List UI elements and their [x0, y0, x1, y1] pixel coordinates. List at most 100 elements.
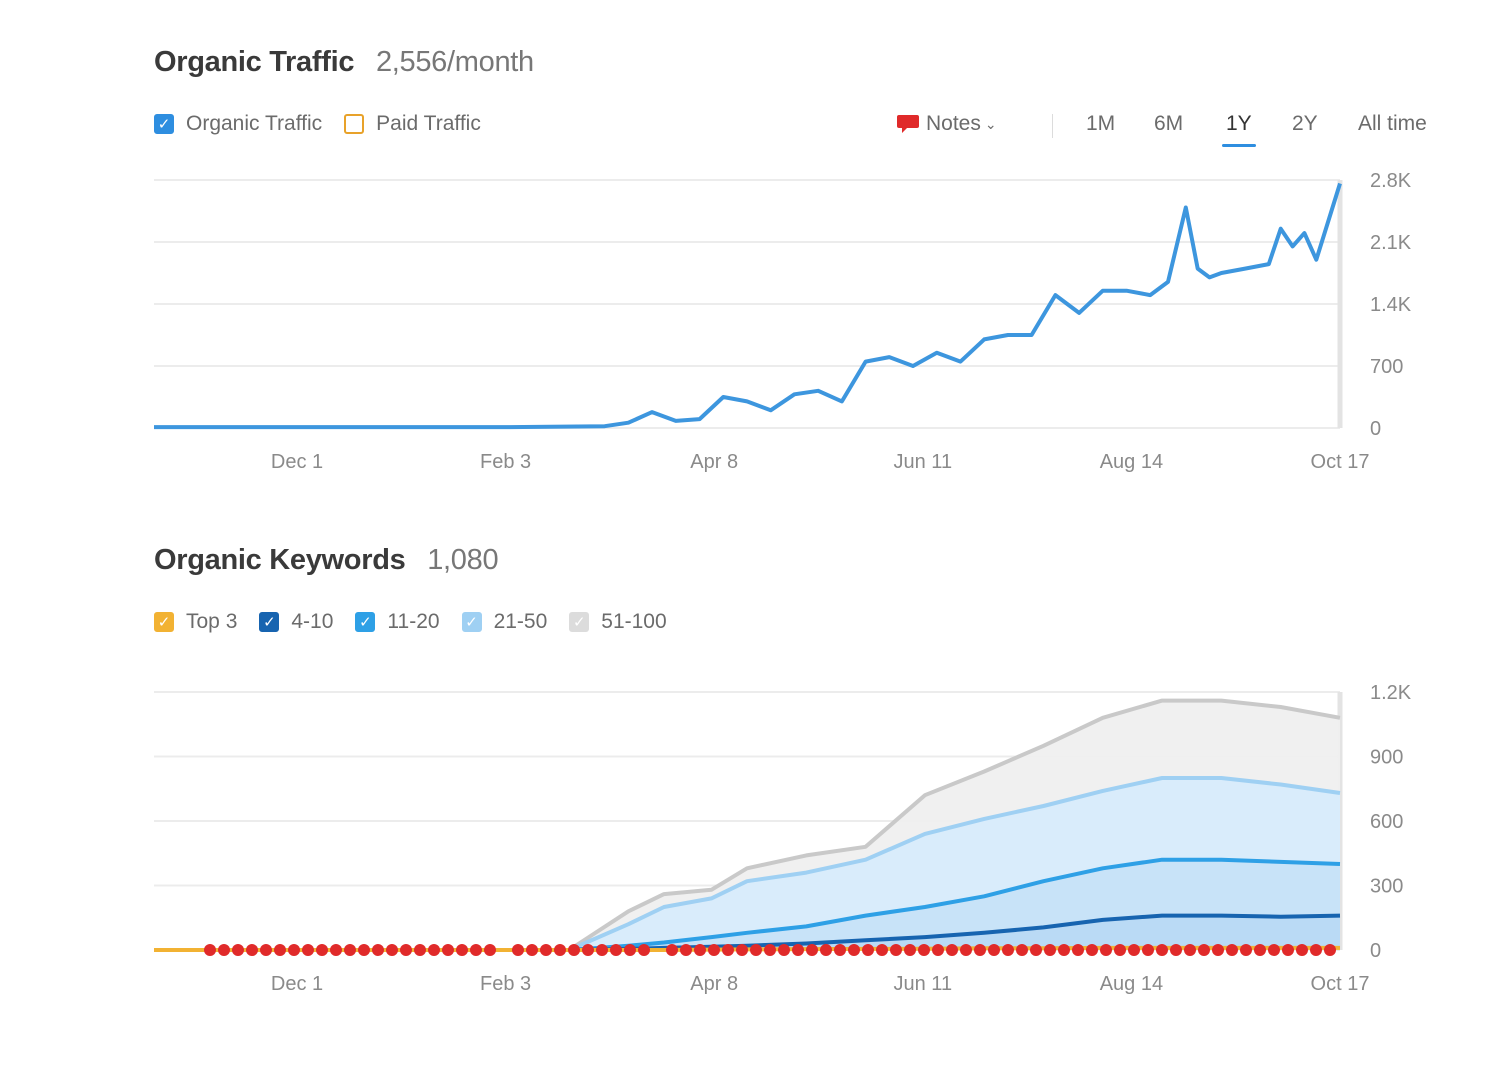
annotation-marker [694, 944, 706, 956]
legend-21-50[interactable]: ✓ 21-50 [461, 610, 547, 634]
y-tick-label: 300 [1370, 876, 1403, 898]
annotation-marker [946, 944, 958, 956]
annotation-marker [428, 944, 440, 956]
y-tick-label: 700 [1370, 356, 1403, 378]
annotation-marker [638, 944, 650, 956]
annotation-marker [778, 944, 790, 956]
annotation-marker [1226, 944, 1238, 956]
annotation-marker [260, 944, 272, 956]
traffic-legend: ✓ Organic Traffic Paid Traffic [154, 112, 503, 136]
annotation-marker [1058, 944, 1070, 956]
annotation-marker [1184, 944, 1196, 956]
legend-top3[interactable]: ✓ Top 3 [154, 610, 237, 634]
annotation-marker [232, 944, 244, 956]
annotation-marker [1114, 944, 1126, 956]
annotation-marker [246, 944, 258, 956]
annotation-marker [484, 944, 496, 956]
notes-button[interactable]: Notes ⌄ [896, 112, 997, 136]
annotation-marker [680, 944, 692, 956]
legend-label: Top 3 [186, 610, 238, 633]
legend-organic-traffic[interactable]: ✓ Organic Traffic [154, 112, 322, 136]
traffic-chart: 0 700 1.4K 2.1K 2.8K Dec 1 Feb 3 Apr 8 Jun 11 Aug… [154, 170, 1412, 473]
annotation-marker [386, 944, 398, 956]
x-tick-label: Aug 14 [1100, 451, 1163, 473]
annotation-marker [512, 944, 524, 956]
annotation-marker [1254, 944, 1266, 956]
annotation-marker [1296, 944, 1308, 956]
range-all-time[interactable]: All time [1358, 112, 1427, 135]
keywords-section-title: Organic Keywords 1,080 [154, 544, 499, 577]
annotation-marker [596, 944, 608, 956]
pos-11-20-checkbox[interactable]: ✓ [355, 612, 376, 632]
annotation-marker [540, 944, 552, 956]
annotation-marker [274, 944, 286, 956]
annotation-marker [806, 944, 818, 956]
annotation-marker [288, 944, 300, 956]
annotation-marker [876, 944, 888, 956]
keywords-legend: ✓ Top 3 ✓ 4-10 ✓ 11-20 ✓ 21-50 ✓ 51-100 [154, 610, 689, 634]
legend-51-100[interactable]: ✓ 51-100 [569, 610, 667, 634]
range-1y[interactable]: 1Y [1222, 112, 1256, 147]
annotation-marker [1030, 944, 1042, 956]
y-tick-label: 2.8K [1370, 170, 1412, 192]
legend-4-10[interactable]: ✓ 4-10 [259, 610, 333, 634]
annotation-marker [316, 944, 328, 956]
annotation-marker [1100, 944, 1112, 956]
line-51-100 [154, 698, 1341, 952]
range-1m[interactable]: 1M [1086, 112, 1116, 135]
annotation-marker [1310, 944, 1322, 956]
annotation-marker [750, 944, 762, 956]
legend-label: 4-10 [291, 610, 334, 633]
y-tick-label: 1.2K [1370, 682, 1412, 704]
legend-11-20[interactable]: ✓ 11-20 [355, 610, 440, 634]
keywords-value: 1,080 [427, 544, 499, 576]
pos-4-10-checkbox[interactable]: ✓ [259, 612, 280, 632]
annotation-marker [526, 944, 538, 956]
annotation-marker [1170, 944, 1182, 956]
annotation-marker [1044, 944, 1056, 956]
keywords-title: Organic Keywords [154, 544, 406, 576]
annotation-marker [470, 944, 482, 956]
annotation-marker [1156, 944, 1168, 956]
notes-icon [897, 115, 919, 133]
legend-paid-traffic[interactable]: Paid Traffic [344, 112, 481, 136]
legend-label: 11-20 [387, 610, 440, 633]
x-tick-label: Dec 1 [271, 973, 323, 995]
annotation-marker [442, 944, 454, 956]
x-tick-label: Dec 1 [271, 451, 323, 473]
paid-traffic-checkbox[interactable] [344, 114, 365, 134]
notes-label: Notes [926, 112, 981, 135]
top3-checkbox[interactable]: ✓ [154, 612, 174, 632]
annotation-marker [890, 944, 902, 956]
range-6m[interactable]: 6M [1154, 112, 1184, 135]
annotation-marker [1128, 944, 1140, 956]
annotation-marker [1198, 944, 1210, 956]
organic-traffic-checkbox[interactable]: ✓ [154, 114, 174, 134]
annotation-marker [400, 944, 412, 956]
annotation-marker [1086, 944, 1098, 956]
x-tick-label: Jun 11 [894, 973, 953, 995]
range-2y[interactable]: 2Y [1292, 112, 1318, 135]
annotation-marker [960, 944, 972, 956]
annotation-marker [1324, 944, 1336, 956]
annotation-marker [848, 944, 860, 956]
annotation-marker [932, 944, 944, 956]
x-tick-label: Apr 8 [690, 973, 738, 995]
annotation-marker [1282, 944, 1294, 956]
pos-51-100-checkbox[interactable]: ✓ [569, 612, 590, 632]
annotation-marker [624, 944, 636, 956]
annotation-marker [1072, 944, 1084, 956]
y-tick-label: 2.1K [1370, 232, 1412, 254]
annotation-marker [792, 944, 804, 956]
annotation-marker [358, 944, 370, 956]
pos-21-50-checkbox[interactable]: ✓ [461, 612, 482, 632]
annotation-marker [820, 944, 832, 956]
annotation-marker [344, 944, 356, 956]
x-tick-label: Feb 3 [480, 451, 531, 473]
chevron-down-icon: ⌄ [984, 115, 997, 132]
annotation-marker [1142, 944, 1154, 956]
y-tick-label: 0 [1370, 418, 1381, 440]
legend-label: 51-100 [601, 610, 667, 633]
x-tick-label: Oct 17 [1311, 973, 1370, 995]
annotation-marker [554, 944, 566, 956]
